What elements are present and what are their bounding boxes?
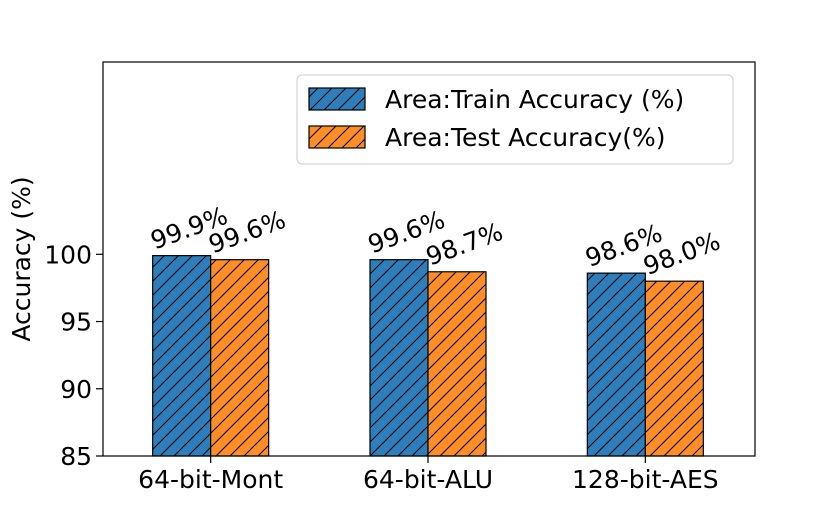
x-tick-label: 128-bit-AES bbox=[572, 465, 719, 494]
y-tick-label: 100 bbox=[44, 240, 92, 269]
legend-swatch-hatch-train bbox=[308, 87, 366, 111]
bar-hatch-train-0 bbox=[152, 255, 212, 457]
y-tick-label: 90 bbox=[60, 375, 92, 404]
x-axis: 64-bit-Mont 64-bit-ALU 128-bit-AES bbox=[138, 456, 719, 494]
y-axis-label: Accuracy (%) bbox=[7, 176, 36, 341]
legend-swatch-hatch-test bbox=[308, 125, 366, 149]
x-tick-label: 64-bit-ALU bbox=[363, 465, 493, 494]
bar-hatch-test-1 bbox=[427, 271, 487, 457]
bar-hatch-train-2 bbox=[586, 272, 646, 457]
y-tick-label: 85 bbox=[60, 442, 92, 471]
legend-box bbox=[296, 74, 734, 165]
legend-label-train: Area:Train Accuracy (%) bbox=[385, 85, 684, 114]
y-axis: 85 90 95 100 bbox=[44, 240, 103, 471]
legend-label-test: Area:Test Accuracy(%) bbox=[385, 123, 666, 152]
plot-frame bbox=[102, 61, 756, 457]
bars-layer bbox=[152, 255, 704, 457]
y-tick-label: 95 bbox=[60, 308, 92, 337]
bar-hatch-test-2 bbox=[644, 280, 704, 457]
bar-hatch-test-0 bbox=[210, 259, 270, 457]
x-tick-label: 64-bit-Mont bbox=[138, 465, 283, 494]
legend: Area:Train Accuracy (%) Area:Test Accurac… bbox=[296, 74, 734, 165]
bar-hatch-train-1 bbox=[369, 259, 429, 457]
